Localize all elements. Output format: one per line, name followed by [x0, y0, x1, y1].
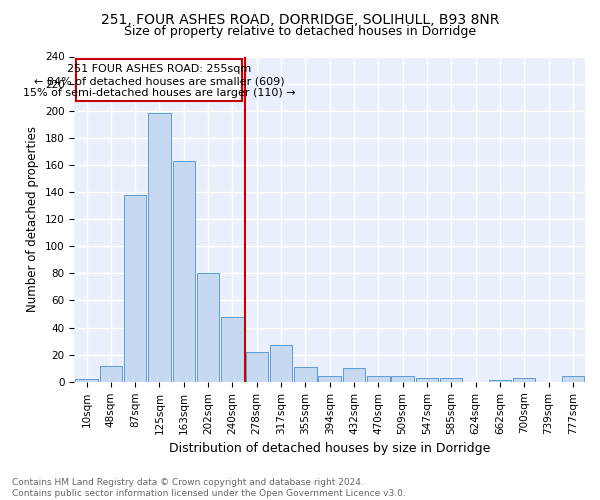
- Y-axis label: Number of detached properties: Number of detached properties: [26, 126, 40, 312]
- Bar: [489, 380, 511, 382]
- Bar: [513, 378, 535, 382]
- Bar: [221, 317, 244, 382]
- Bar: [562, 376, 584, 382]
- Bar: [76, 379, 98, 382]
- X-axis label: Distribution of detached houses by size in Dorridge: Distribution of detached houses by size …: [169, 442, 490, 455]
- Bar: [416, 378, 438, 382]
- Bar: [319, 376, 341, 382]
- Bar: [197, 274, 219, 382]
- Text: ← 84% of detached houses are smaller (609): ← 84% of detached houses are smaller (60…: [34, 76, 284, 86]
- Text: Contains HM Land Registry data © Crown copyright and database right 2024.
Contai: Contains HM Land Registry data © Crown c…: [12, 478, 406, 498]
- Bar: [391, 376, 414, 382]
- Text: Size of property relative to detached houses in Dorridge: Size of property relative to detached ho…: [124, 25, 476, 38]
- Bar: [173, 161, 195, 382]
- Bar: [148, 114, 170, 382]
- Bar: [294, 367, 317, 382]
- Text: 251 FOUR ASHES ROAD: 255sqm: 251 FOUR ASHES ROAD: 255sqm: [67, 64, 251, 74]
- FancyBboxPatch shape: [76, 59, 242, 101]
- Bar: [367, 376, 389, 382]
- Text: 251, FOUR ASHES ROAD, DORRIDGE, SOLIHULL, B93 8NR: 251, FOUR ASHES ROAD, DORRIDGE, SOLIHULL…: [101, 12, 499, 26]
- Bar: [124, 195, 146, 382]
- Bar: [100, 366, 122, 382]
- Text: 15% of semi-detached houses are larger (110) →: 15% of semi-detached houses are larger (…: [23, 88, 295, 99]
- Bar: [245, 352, 268, 382]
- Bar: [440, 378, 463, 382]
- Bar: [343, 368, 365, 382]
- Bar: [270, 345, 292, 382]
